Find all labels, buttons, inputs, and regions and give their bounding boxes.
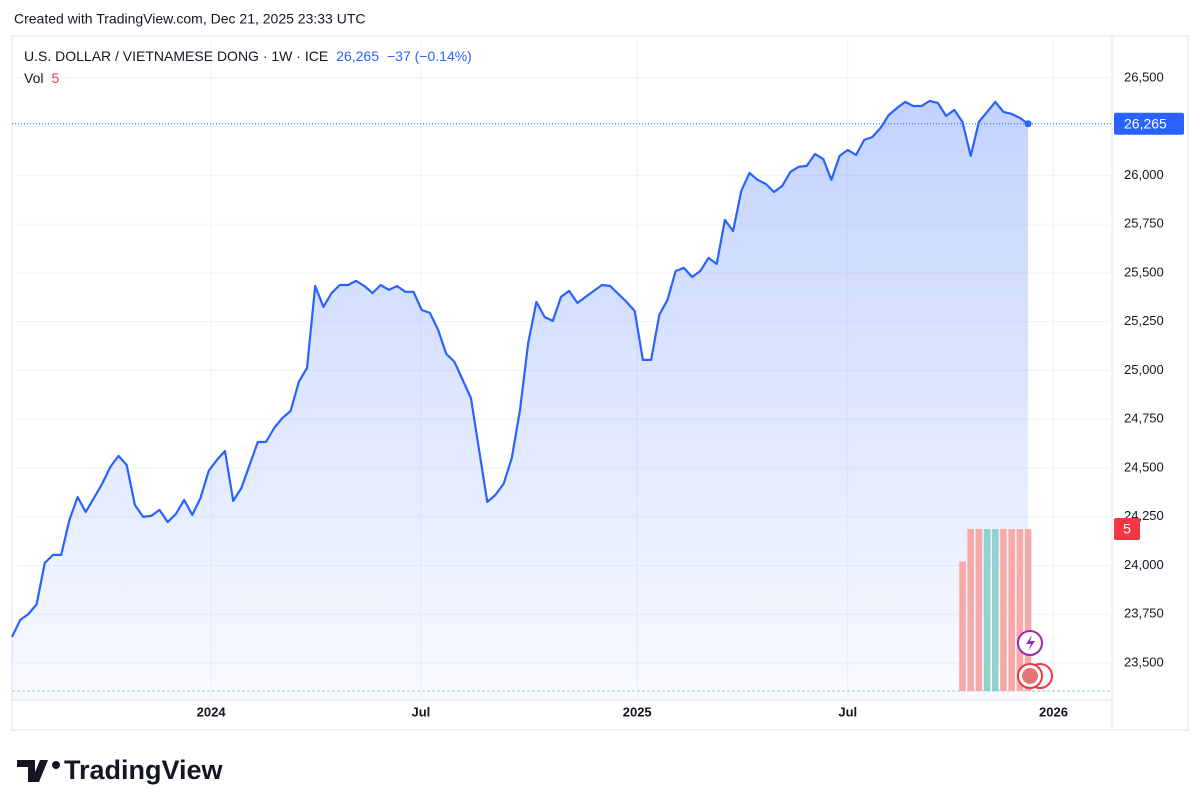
last-price: 26,265: [336, 48, 379, 64]
y-tick-label: 24,750: [1124, 411, 1164, 426]
area-fill: [12, 100, 1029, 700]
frame: [11, 35, 1189, 731]
volume-badge: [1114, 518, 1140, 540]
volume-bar: [992, 529, 999, 691]
last-point: [1024, 120, 1032, 128]
legend-header: U.S. DOLLAR / VIETNAMESE DONG · 1W · ICE…: [24, 48, 472, 86]
y-tick-label: 24,000: [1124, 557, 1164, 572]
volume-badge-label: 5: [1123, 521, 1131, 537]
y-tick-label: 24,500: [1124, 459, 1164, 474]
volume-bar: [1016, 529, 1024, 691]
plot: [11, 99, 1112, 700]
price-change: −37 (−0.14%): [387, 48, 472, 64]
volume-bar: [959, 561, 966, 691]
y-tick-label: 26,000: [1124, 167, 1164, 182]
volume-bar: [1000, 529, 1007, 691]
event-icon-bolt: [1026, 635, 1035, 651]
volume-bar: [1008, 529, 1015, 691]
x-tick-label: 2025: [623, 704, 652, 719]
y-tick-label: 25,000: [1124, 362, 1164, 377]
volume-name: Vol: [24, 70, 44, 86]
logo-mark: [17, 760, 48, 782]
y-tick-label: 23,750: [1124, 606, 1164, 621]
event-icon-flag: [1022, 668, 1038, 684]
price-line: [11, 99, 1029, 638]
y-tick-label: 25,250: [1124, 313, 1164, 328]
x-tick-label: 2024: [197, 704, 227, 719]
x-tick-label: 2026: [1039, 704, 1068, 719]
volume-last: 5: [51, 70, 60, 86]
volume-bar: [983, 529, 991, 691]
volume-bar: [967, 529, 974, 691]
volume-bar: [1024, 529, 1032, 691]
y-tick-label: 25,500: [1124, 264, 1164, 279]
volume-bar: [975, 529, 983, 691]
last-price-badge: [1114, 112, 1184, 135]
credit: Created with TradingView.com, Dec 21, 20…: [14, 11, 365, 27]
logo-dot: [52, 761, 60, 769]
x-tick-label: Jul: [838, 704, 857, 719]
y-tick-label: 26,500: [1124, 69, 1164, 84]
symbol-title: U.S. DOLLAR / VIETNAMESE DONG · 1W · ICE: [24, 48, 329, 64]
y-tick-label: 25,750: [1124, 216, 1164, 231]
volume-header: Vol 5: [24, 70, 472, 86]
y-tick-label: 23,500: [1124, 654, 1164, 669]
x-tick-label: Jul: [411, 704, 430, 719]
brand: TradingView: [64, 755, 224, 785]
last-price-label: 26,265: [1124, 115, 1167, 131]
